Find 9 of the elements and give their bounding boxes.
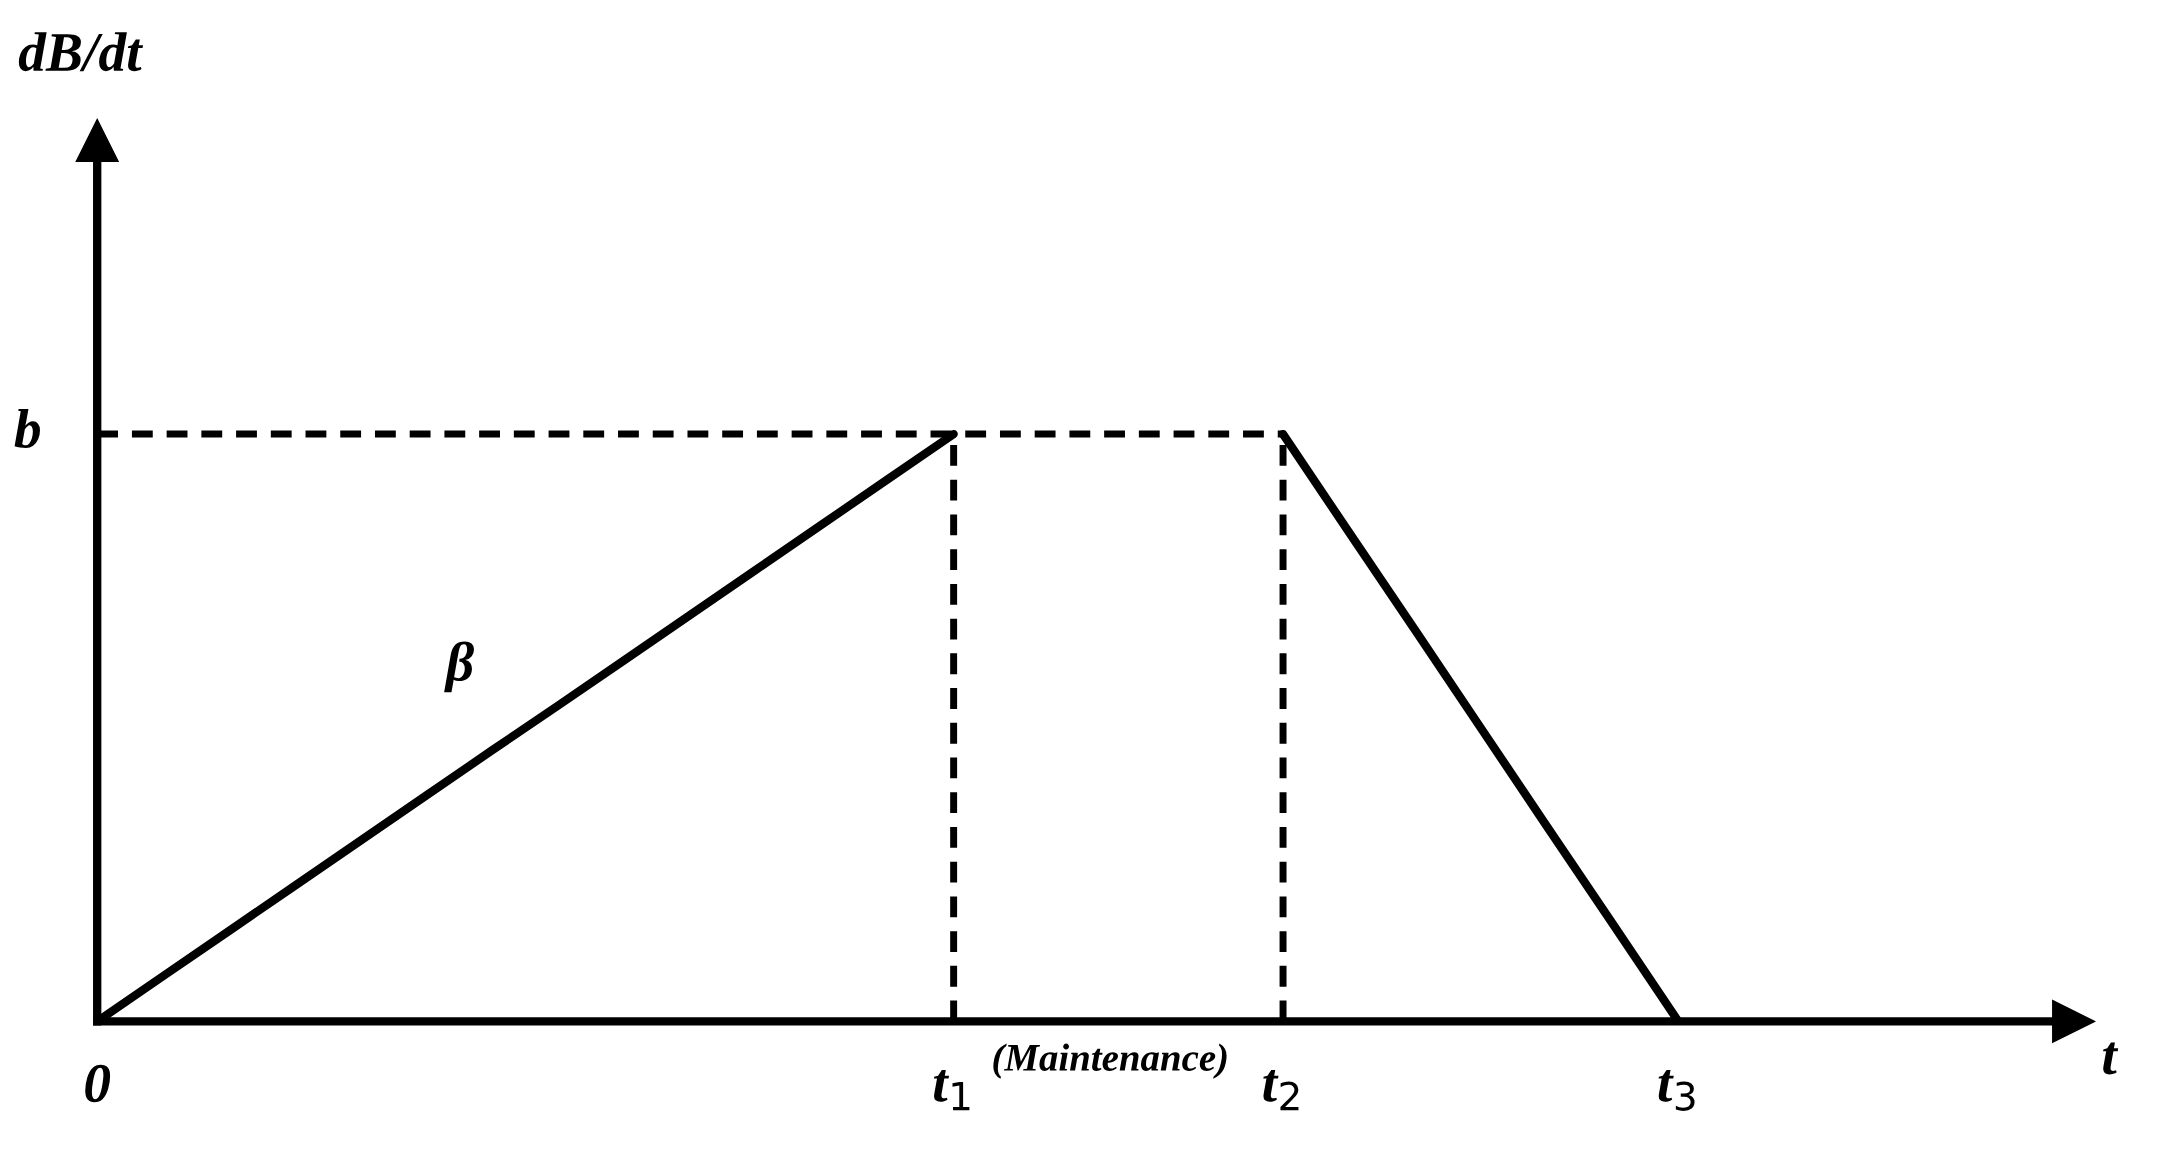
x-tick-label: t$_{1}$ [933, 1069, 970, 1111]
text: (Maintenance) [993, 1043, 1227, 1079]
x-tick-label: 0 [85, 1064, 111, 1103]
annotation: β [444, 641, 474, 693]
x-tick-label: t$_{3}$ [1658, 1069, 1695, 1111]
x-tick-label: t$_{2}$ [1263, 1069, 1299, 1111]
x-axis-title: t [2103, 1042, 2119, 1075]
text: dB/dt [18, 32, 144, 72]
annotation: b [14, 408, 40, 449]
